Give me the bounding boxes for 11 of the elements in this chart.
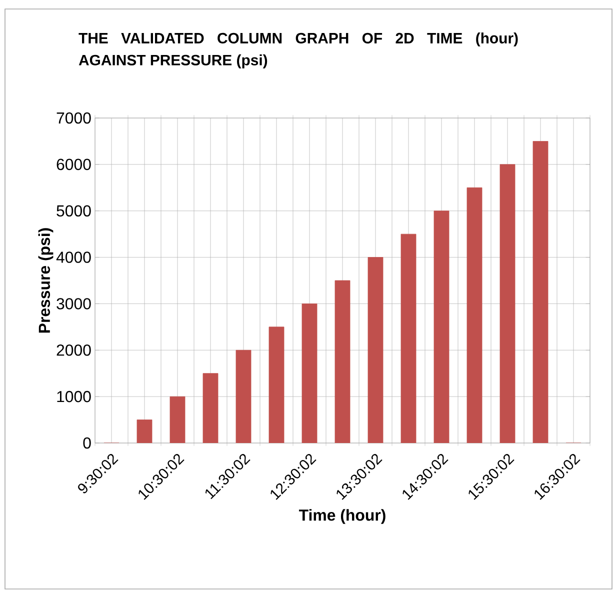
chart-title: THE VALIDATED COLUMN GRAPH OF 2D TIME (hour) AGAINST PRESSURE (psi)	[78, 32, 518, 68]
y-axis-title: Pressure (psi)	[38, 228, 54, 333]
x-axis-title: Time (hour)	[298, 509, 386, 524]
y-tick-label: 5000	[56, 205, 91, 216]
y-tick-label: 3000	[56, 298, 91, 310]
y-tick-label: 4000	[56, 252, 91, 263]
y-tick-label: 0	[83, 437, 91, 449]
y-tick-label: 6000	[56, 158, 91, 170]
y-tick-label: 7000	[56, 112, 91, 124]
y-tick-label: 1000	[57, 390, 91, 402]
y-tick-label: 2000	[56, 344, 91, 356]
